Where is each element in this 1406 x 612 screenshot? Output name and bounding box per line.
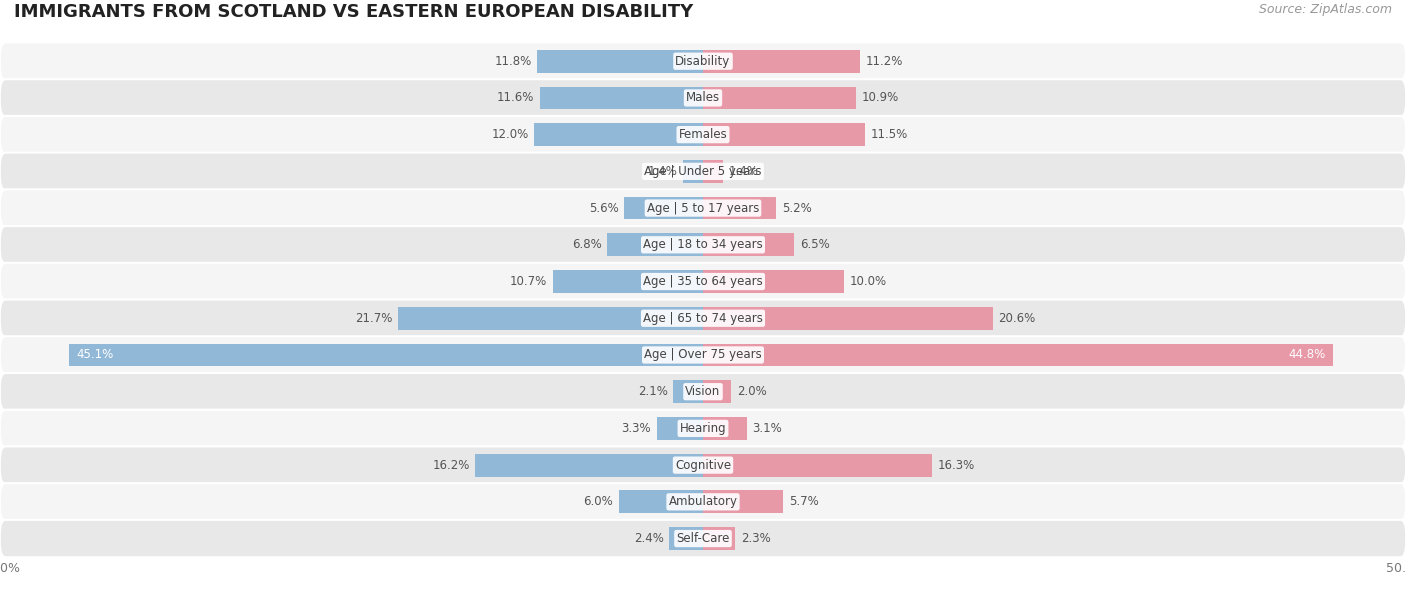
Text: 2.1%: 2.1%: [638, 385, 668, 398]
Bar: [607, 233, 703, 256]
Text: 10.7%: 10.7%: [510, 275, 547, 288]
Text: Cognitive: Cognitive: [675, 458, 731, 472]
Bar: [703, 233, 794, 256]
Text: 1.4%: 1.4%: [648, 165, 678, 178]
Text: 16.3%: 16.3%: [938, 458, 974, 472]
Text: 12.0%: 12.0%: [492, 128, 529, 141]
Bar: [683, 160, 703, 183]
Text: Vision: Vision: [685, 385, 721, 398]
Text: 5.2%: 5.2%: [782, 201, 811, 215]
Text: 2.4%: 2.4%: [634, 532, 664, 545]
FancyBboxPatch shape: [0, 79, 1406, 117]
Text: 11.5%: 11.5%: [870, 128, 907, 141]
Text: 11.2%: 11.2%: [866, 54, 904, 68]
FancyBboxPatch shape: [0, 226, 1406, 264]
Text: Self-Care: Self-Care: [676, 532, 730, 545]
Bar: [703, 527, 735, 550]
Text: Age | 65 to 74 years: Age | 65 to 74 years: [643, 312, 763, 325]
Text: 10.9%: 10.9%: [862, 91, 898, 105]
Text: Age | 35 to 64 years: Age | 35 to 64 years: [643, 275, 763, 288]
Text: Age | Under 5 years: Age | Under 5 years: [644, 165, 762, 178]
Text: 6.8%: 6.8%: [572, 238, 602, 252]
Text: Ambulatory: Ambulatory: [668, 495, 738, 509]
Bar: [703, 343, 1333, 367]
Text: 5.7%: 5.7%: [789, 495, 818, 509]
Text: Females: Females: [679, 128, 727, 141]
Bar: [553, 270, 703, 293]
FancyBboxPatch shape: [0, 42, 1406, 80]
Bar: [703, 270, 844, 293]
Bar: [703, 123, 865, 146]
Text: Age | 18 to 34 years: Age | 18 to 34 years: [643, 238, 763, 252]
Bar: [703, 417, 747, 440]
Text: Hearing: Hearing: [679, 422, 727, 435]
Text: Disability: Disability: [675, 54, 731, 68]
Bar: [540, 86, 703, 110]
Bar: [703, 196, 776, 220]
Text: 2.3%: 2.3%: [741, 532, 770, 545]
Bar: [703, 160, 723, 183]
Bar: [703, 453, 932, 477]
Text: 11.8%: 11.8%: [495, 54, 531, 68]
Text: Males: Males: [686, 91, 720, 105]
Text: 21.7%: 21.7%: [354, 312, 392, 325]
Bar: [673, 380, 703, 403]
FancyBboxPatch shape: [0, 409, 1406, 447]
FancyBboxPatch shape: [0, 116, 1406, 154]
FancyBboxPatch shape: [0, 446, 1406, 484]
FancyBboxPatch shape: [0, 299, 1406, 337]
Bar: [475, 453, 703, 477]
Text: 20.6%: 20.6%: [998, 312, 1035, 325]
Bar: [537, 50, 703, 73]
Text: 16.2%: 16.2%: [432, 458, 470, 472]
Bar: [703, 50, 860, 73]
Bar: [619, 490, 703, 513]
Bar: [534, 123, 703, 146]
Text: 2.0%: 2.0%: [737, 385, 766, 398]
Bar: [669, 527, 703, 550]
Text: 3.1%: 3.1%: [752, 422, 782, 435]
Text: Age | Over 75 years: Age | Over 75 years: [644, 348, 762, 362]
Text: IMMIGRANTS FROM SCOTLAND VS EASTERN EUROPEAN DISABILITY: IMMIGRANTS FROM SCOTLAND VS EASTERN EURO…: [14, 3, 693, 21]
Text: 11.6%: 11.6%: [496, 91, 534, 105]
FancyBboxPatch shape: [0, 373, 1406, 411]
Bar: [703, 380, 731, 403]
FancyBboxPatch shape: [0, 263, 1406, 300]
Text: 5.6%: 5.6%: [589, 201, 619, 215]
FancyBboxPatch shape: [0, 189, 1406, 227]
Bar: [624, 196, 703, 220]
Bar: [703, 490, 783, 513]
Bar: [398, 307, 703, 330]
Text: 44.8%: 44.8%: [1289, 348, 1326, 362]
FancyBboxPatch shape: [0, 520, 1406, 558]
FancyBboxPatch shape: [0, 152, 1406, 190]
Text: 6.0%: 6.0%: [583, 495, 613, 509]
FancyBboxPatch shape: [0, 483, 1406, 521]
Bar: [657, 417, 703, 440]
Text: 3.3%: 3.3%: [621, 422, 651, 435]
Bar: [69, 343, 703, 367]
Bar: [703, 307, 993, 330]
FancyBboxPatch shape: [0, 336, 1406, 374]
Bar: [703, 86, 856, 110]
Text: 10.0%: 10.0%: [849, 275, 886, 288]
Text: 6.5%: 6.5%: [800, 238, 830, 252]
Text: 1.4%: 1.4%: [728, 165, 758, 178]
Text: Age | 5 to 17 years: Age | 5 to 17 years: [647, 201, 759, 215]
Text: 45.1%: 45.1%: [76, 348, 112, 362]
Text: Source: ZipAtlas.com: Source: ZipAtlas.com: [1258, 3, 1392, 16]
